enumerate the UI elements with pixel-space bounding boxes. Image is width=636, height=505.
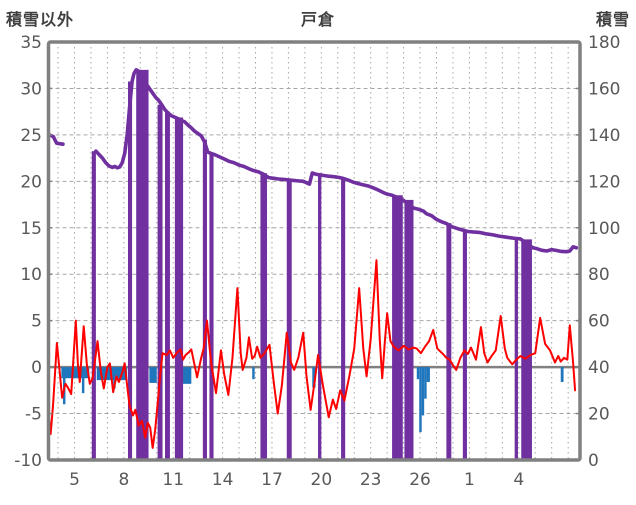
snow-depth-dropout-bar — [165, 111, 170, 460]
snow-depth-dropout-bar — [318, 174, 322, 460]
left-axis-tick-label: 25 — [20, 126, 42, 146]
snow-depth-dropout-bar — [462, 230, 467, 460]
x-axis-tick-label: 8 — [118, 470, 129, 490]
left-axis-tick-label: 0 — [31, 358, 42, 378]
negative-change-bar — [421, 367, 425, 416]
left-axis-tick-label: 5 — [31, 312, 42, 332]
negative-change-bar — [419, 367, 422, 433]
right-axis-tick-label: 180 — [588, 33, 620, 53]
right-axis-title: 積雪 — [595, 10, 630, 29]
left-axis-tick-label: 15 — [20, 219, 42, 239]
x-axis-tick-label: 5 — [69, 470, 80, 490]
dropout-bars-group — [91, 69, 532, 460]
x-axis-tick-label: 20 — [311, 470, 333, 490]
page-title: 戸倉 — [300, 10, 335, 29]
right-axis-tick-label: 0 — [588, 451, 599, 471]
right-axis-tick-label: 160 — [588, 79, 620, 99]
snow-depth-dropout-bar — [209, 153, 214, 460]
temperature-line — [48, 259, 577, 449]
snow-depth-dropout-bar — [202, 139, 207, 460]
negative-change-bar — [149, 367, 157, 383]
snow-depth-dropout-bar — [341, 178, 346, 460]
left-axis-tick-label: -5 — [25, 405, 42, 425]
right-axis-tick-label: 60 — [588, 312, 610, 332]
left-axis-tick-label: 20 — [20, 172, 42, 192]
x-axis-tick-label: 11 — [162, 470, 184, 490]
snow-depth-dropout-bar — [260, 173, 268, 460]
snow-depth-dropout-bar — [514, 238, 518, 460]
negative-change-bar — [426, 367, 430, 382]
left-axis-tick-label: 30 — [20, 79, 42, 99]
snow-depth-line — [48, 133, 65, 146]
right-axis-tick-label: 20 — [588, 405, 610, 425]
negative-change-bar — [252, 367, 255, 380]
temperature-line-group — [48, 259, 577, 449]
negative-change-bar — [113, 367, 116, 389]
negative-change-bar — [424, 367, 427, 399]
x-axis-tick-label: 14 — [212, 470, 234, 490]
snow-depth-dropout-bar — [404, 199, 414, 460]
snow-depth-dropout-bar — [174, 117, 184, 460]
left-axis-tick-label: -10 — [14, 451, 42, 471]
snow-depth-dropout-bar — [157, 104, 163, 460]
right-axis-tick-label: 120 — [588, 172, 620, 192]
snow-depth-dropout-bar — [127, 81, 133, 460]
right-axis-tick-label: 140 — [588, 126, 620, 146]
snow-depth-line-group — [48, 68, 579, 254]
snow-depth-dropout-bar — [521, 239, 532, 460]
left-axis-tick-label: 35 — [20, 33, 42, 53]
left-axis-title: 積雪以外 — [6, 10, 75, 29]
snow-depth-dropout-bar — [286, 179, 292, 460]
negative-change-bar — [61, 367, 90, 379]
x-axis-tick-label: 4 — [513, 470, 524, 490]
negative-change-bar — [312, 367, 316, 388]
snow-depth-dropout-bar — [392, 195, 403, 460]
x-axis-tick-label: 26 — [409, 470, 431, 490]
x-axis-tick-label: 23 — [360, 470, 382, 490]
snow-depth-dropout-bar — [446, 223, 452, 460]
plot-border — [46, 40, 582, 462]
snow-depth-dropout-bar — [91, 151, 96, 460]
negative-change-bar — [560, 367, 564, 382]
x-axis-tick-label: 1 — [464, 470, 475, 490]
right-axis-tick-label: 80 — [588, 265, 610, 285]
right-axis-tick-label: 100 — [588, 219, 620, 239]
snow-depth-line — [94, 68, 579, 254]
snow-depth-dropout-bar — [136, 69, 149, 460]
x-axis-tick-label: 17 — [261, 470, 283, 490]
negative-change-bar — [81, 367, 85, 394]
negative-change-bar — [416, 367, 420, 380]
right-axis-tick-label: 40 — [588, 358, 610, 378]
left-axis-tick-label: 10 — [20, 265, 42, 285]
